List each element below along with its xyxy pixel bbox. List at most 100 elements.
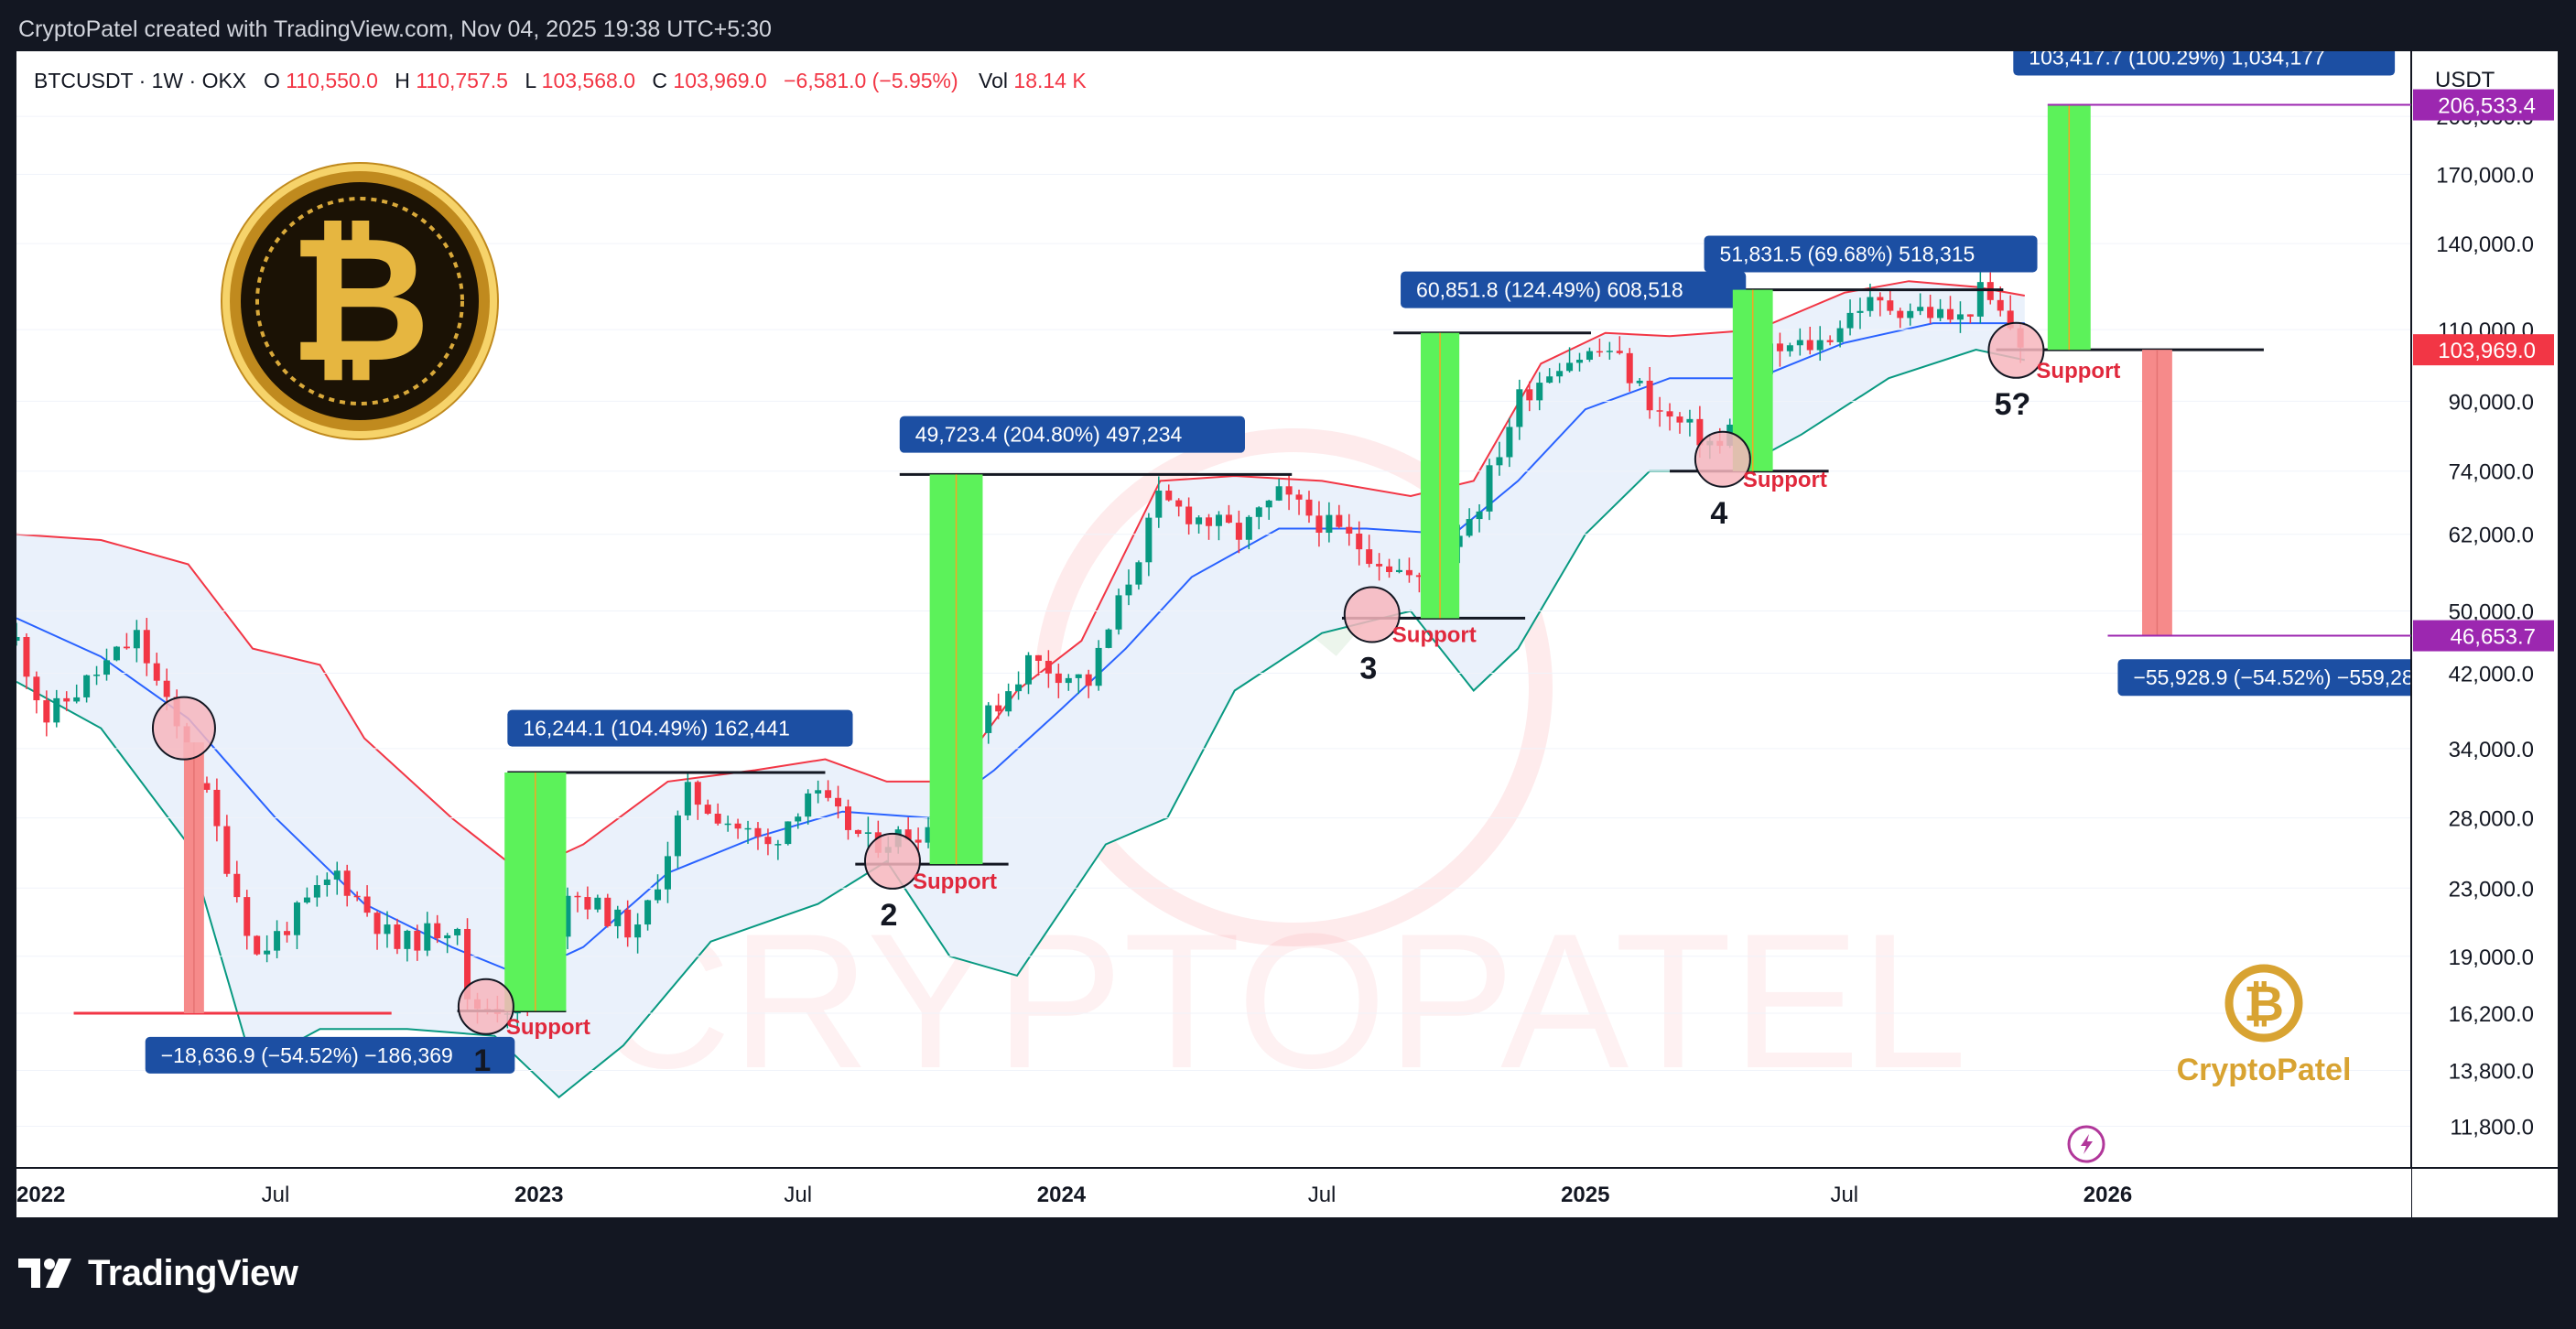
candle-body	[724, 823, 731, 826]
wave-label: 4	[1710, 496, 1727, 531]
candle-body	[213, 789, 221, 827]
measure-label: 103,417.7 (100.29%) 1,034,177	[2029, 51, 2325, 70]
measure-label-box	[899, 416, 1245, 453]
candle-body	[1887, 300, 1894, 311]
legend-open-label: O	[264, 69, 280, 92]
candle-body	[1947, 308, 1954, 320]
chart-frame[interactable]: CRYPTOPATEL −18,636.9 (−54.52%) −186,369…	[16, 51, 2558, 1217]
measure-label-box	[1704, 235, 2038, 273]
candle-body	[33, 676, 40, 701]
resistance-circle[interactable]	[151, 696, 216, 761]
candle-body	[1566, 362, 1574, 372]
candle-body	[694, 782, 701, 805]
legend-high-label: H	[395, 69, 410, 92]
svg-text:BTCUSDT · 1W · OKX: BTCUSDT · 1W · OKX	[34, 69, 246, 92]
candle-body	[1956, 314, 1964, 320]
chart-canvas[interactable]: CRYPTOPATEL −18,636.9 (−54.52%) −186,369…	[16, 51, 2558, 1217]
y-tick-label: 23,000.0	[2449, 877, 2534, 902]
candle-body	[293, 902, 300, 935]
candle-body	[844, 806, 851, 830]
candle-body	[584, 897, 591, 910]
candle-body	[1135, 562, 1142, 585]
candle-body	[303, 897, 310, 903]
support-label: Support	[2036, 359, 2120, 384]
candle-body	[1526, 389, 1533, 401]
support-markers: Support1Support2Support3Support4Support5…	[151, 321, 2120, 1078]
candle-body	[1115, 595, 1122, 630]
candle-body	[835, 797, 842, 807]
candle-body	[133, 630, 140, 649]
candle-body	[434, 923, 441, 939]
candle-body	[564, 895, 571, 937]
candle-body	[655, 889, 662, 901]
attribution-text: CryptoPatel created with TradingView.com…	[18, 16, 772, 42]
candle-body	[1255, 507, 1262, 517]
candle-body	[1145, 517, 1153, 563]
candle-body	[2007, 310, 2014, 329]
candle-body	[1105, 629, 1112, 648]
candle-body	[744, 827, 752, 830]
candle-body	[644, 900, 652, 925]
y-tick-label: 42,000.0	[2449, 663, 2534, 687]
measure-label-box	[507, 709, 853, 747]
price-tag-label: 206,533.4	[2438, 94, 2536, 119]
candle-body	[1386, 566, 1393, 573]
candle-body	[93, 675, 101, 676]
candle-body	[1816, 340, 1824, 351]
support-circle[interactable]	[1987, 321, 2045, 379]
candle-body	[1196, 517, 1203, 524]
x-tick-label: Jul	[1830, 1183, 1858, 1207]
candle-body	[1856, 310, 1864, 313]
support-circle[interactable]	[863, 832, 921, 890]
tradingview-brand: TradingView	[88, 1253, 298, 1293]
legend-close-value: 103,969.0	[673, 69, 766, 92]
y-tick-label: 16,200.0	[2449, 1002, 2534, 1027]
candle-body	[1656, 410, 1663, 412]
candle-body	[254, 935, 261, 955]
support-label: Support	[1743, 468, 1827, 492]
candle-body	[1245, 516, 1252, 540]
candle-body	[43, 700, 50, 723]
candle-body	[985, 705, 992, 733]
svg-text:O 110,550.0 H: O 110,550.0 H 110,757.5 L 103,568.0 C 10…	[264, 69, 1087, 92]
candle-body	[163, 680, 170, 697]
tradingview-logo-icon	[18, 1259, 71, 1288]
candle-body	[53, 697, 60, 723]
candle-body	[373, 913, 381, 935]
candle-body	[143, 630, 150, 664]
candle-body	[1206, 517, 1213, 526]
support-label: Support	[913, 870, 997, 894]
candle-body	[664, 856, 671, 890]
wave-label: 5?	[1995, 387, 2031, 422]
candle-body	[414, 930, 421, 951]
support-circle[interactable]	[457, 978, 514, 1035]
time-axis[interactable]	[16, 1168, 2411, 1217]
candle-body	[1336, 514, 1343, 527]
candle-body	[313, 884, 320, 898]
candle-body	[223, 826, 231, 874]
x-tick-label: Jul	[784, 1183, 812, 1207]
candle-body	[1476, 511, 1483, 520]
candle-body	[594, 897, 601, 910]
measure-label: −55,928.9 (−54.52%) −559,289	[2133, 665, 2425, 689]
candle-body	[1044, 661, 1052, 674]
watermark-text: CRYPTOPATEL	[592, 893, 1967, 1108]
candle-body	[1356, 533, 1363, 550]
candle-body	[1065, 677, 1072, 684]
candle-body	[1275, 486, 1283, 501]
candle-body	[815, 790, 822, 794]
candle-body	[1907, 310, 1914, 319]
ohlc-legend: BTCUSDT · 1W · OKX O 110,550.0 H 110,757…	[34, 69, 1087, 92]
bolt-icon[interactable]	[2067, 1125, 2105, 1163]
candle-body	[353, 895, 361, 898]
candle-body	[1376, 564, 1383, 567]
support-circle[interactable]	[1343, 586, 1401, 643]
bitcoin-coin-icon: ₿	[221, 162, 499, 440]
price-tag-label: 46,653.7	[2451, 625, 2536, 650]
support-circle[interactable]	[1694, 430, 1751, 488]
legend-open-value: 110,550.0	[286, 69, 378, 92]
price-tag-label: 103,969.0	[2438, 339, 2536, 363]
candle-body	[1285, 486, 1293, 495]
candle-body	[1616, 351, 1623, 353]
candle-body	[363, 896, 371, 913]
